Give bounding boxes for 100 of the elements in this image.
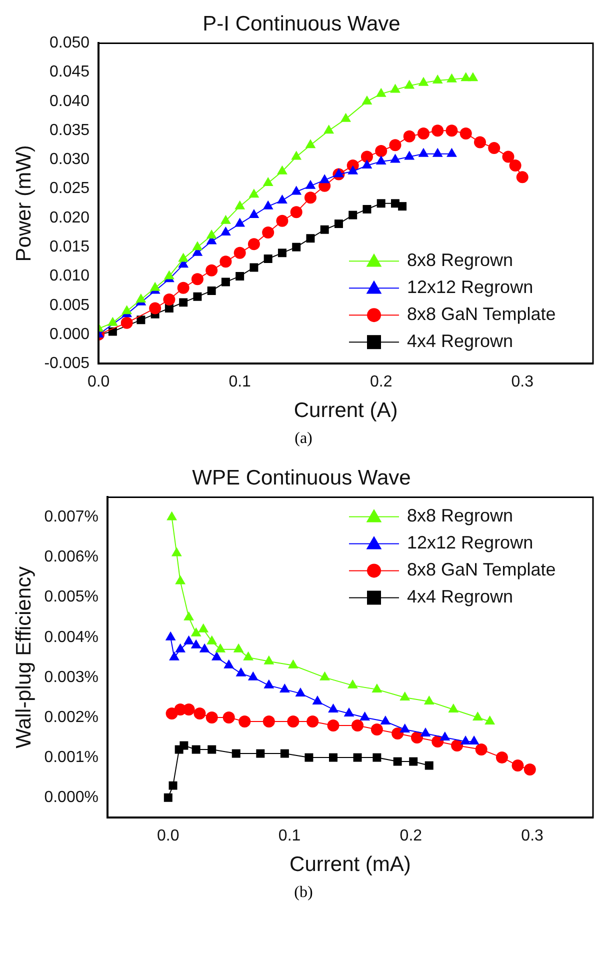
point xyxy=(328,703,338,712)
point xyxy=(524,764,536,776)
point xyxy=(199,643,210,652)
point xyxy=(475,744,488,756)
point xyxy=(292,242,301,252)
point xyxy=(509,160,522,172)
point xyxy=(108,316,118,326)
point xyxy=(180,741,188,750)
point xyxy=(191,273,204,286)
point xyxy=(400,723,410,732)
point xyxy=(122,305,132,314)
point xyxy=(306,715,319,728)
y-tick-label: -0.005 xyxy=(44,355,90,372)
point xyxy=(409,757,418,766)
point xyxy=(221,278,230,286)
y-tick-label: 0.015 xyxy=(50,238,90,256)
y-tick-label: 0.006% xyxy=(44,548,98,566)
point xyxy=(353,753,362,762)
point xyxy=(305,180,316,189)
x-axis-title: Current (mA) xyxy=(290,853,411,876)
point xyxy=(418,148,429,157)
point xyxy=(233,643,244,652)
point xyxy=(206,264,218,276)
x-tick-label: 0.2 xyxy=(370,374,392,391)
y-axis-title: Power (mW) xyxy=(12,145,36,262)
point xyxy=(393,757,402,766)
point xyxy=(404,80,415,89)
legend-label: 8x8 GaN Template xyxy=(407,560,556,580)
point xyxy=(372,753,382,762)
point xyxy=(169,651,180,660)
point xyxy=(390,84,400,93)
point xyxy=(215,643,226,652)
point xyxy=(446,124,458,137)
point xyxy=(472,711,483,720)
point xyxy=(424,761,434,770)
point xyxy=(264,655,274,664)
point xyxy=(446,73,457,82)
y-tick-label: 0.001% xyxy=(44,748,98,766)
y-tick-label: 0.002% xyxy=(44,708,98,726)
point xyxy=(347,679,358,688)
point xyxy=(440,732,450,740)
y-tick-label: 0.040 xyxy=(50,92,90,110)
point xyxy=(190,639,202,648)
point xyxy=(468,736,480,745)
y-tick-label: 0.003% xyxy=(44,668,98,686)
point xyxy=(389,139,402,152)
point xyxy=(324,124,334,134)
point xyxy=(328,753,338,762)
point xyxy=(372,683,382,692)
point xyxy=(446,148,457,157)
point xyxy=(319,174,330,184)
point xyxy=(206,711,218,724)
point xyxy=(208,745,216,754)
legend-label: 8x8 Regrown xyxy=(407,250,514,270)
legend-label: 8x8 GaN Template xyxy=(407,304,556,324)
point xyxy=(460,127,472,140)
x-tick-label: 0.3 xyxy=(511,374,534,391)
chart-title: WPE Continuous Wave xyxy=(192,466,411,490)
point xyxy=(334,220,343,228)
y-tick-label: 0.004% xyxy=(44,628,98,646)
point xyxy=(348,165,358,174)
y-tick-label: 0.000% xyxy=(44,788,98,806)
point xyxy=(488,142,500,154)
point xyxy=(192,241,203,250)
point xyxy=(403,130,416,142)
point xyxy=(376,199,386,208)
point xyxy=(206,635,218,644)
point xyxy=(193,292,202,301)
point xyxy=(222,711,235,724)
point xyxy=(207,286,216,296)
point xyxy=(262,177,274,186)
point xyxy=(424,695,434,704)
x-tick-label: 0.1 xyxy=(228,374,252,391)
legend-label: 8x8 Regrown xyxy=(407,506,514,526)
legend-label: 4x4 Regrown xyxy=(407,586,514,607)
point xyxy=(149,302,162,314)
point xyxy=(234,218,246,227)
point xyxy=(236,272,244,280)
point xyxy=(380,715,391,724)
point xyxy=(392,727,404,740)
point xyxy=(179,298,188,307)
y-tick-label: 0.010 xyxy=(50,268,90,285)
point xyxy=(417,127,430,140)
legend-label: 12x12 Regrown xyxy=(407,532,534,553)
chart-title: P-I Continuous Wave xyxy=(202,12,400,36)
point xyxy=(234,246,246,259)
point xyxy=(136,316,146,324)
point xyxy=(362,160,372,169)
text: (a) xyxy=(294,430,314,448)
point xyxy=(376,88,386,97)
point xyxy=(278,248,286,258)
point xyxy=(410,732,423,744)
point xyxy=(398,202,407,211)
point xyxy=(175,643,186,652)
point xyxy=(277,165,288,174)
point xyxy=(512,760,524,772)
point xyxy=(468,72,478,82)
y-tick-label: 0.000 xyxy=(50,326,90,343)
point xyxy=(262,715,275,728)
x-tick-label: 0.0 xyxy=(87,374,110,391)
